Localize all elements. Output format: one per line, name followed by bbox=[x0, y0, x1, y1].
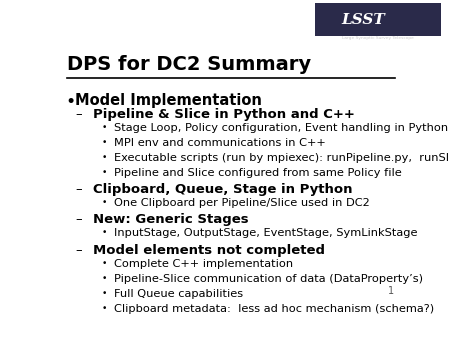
Text: Clipboard, Queue, Stage in Python: Clipboard, Queue, Stage in Python bbox=[93, 183, 352, 196]
Text: •: • bbox=[102, 138, 107, 147]
Text: Clipboard metadata:  less ad hoc mechanism (schema?): Clipboard metadata: less ad hoc mechanis… bbox=[114, 304, 434, 314]
Text: New: Generic Stages: New: Generic Stages bbox=[93, 213, 248, 226]
Text: Pipeline-Slice communication of data (DataProperty’s): Pipeline-Slice communication of data (Da… bbox=[114, 274, 423, 284]
Text: •: • bbox=[102, 304, 107, 313]
Text: Large Synoptic Survey Telescope: Large Synoptic Survey Telescope bbox=[342, 35, 414, 40]
Text: LSST: LSST bbox=[341, 13, 385, 27]
Text: •: • bbox=[102, 228, 107, 238]
Text: Full Queue capabilities: Full Queue capabilities bbox=[114, 289, 243, 299]
Text: –: – bbox=[76, 244, 82, 257]
Text: •: • bbox=[102, 198, 107, 207]
Text: Complete C++ implementation: Complete C++ implementation bbox=[114, 259, 293, 269]
FancyBboxPatch shape bbox=[315, 3, 441, 37]
Text: Pipeline and Slice configured from same Policy file: Pipeline and Slice configured from same … bbox=[114, 168, 401, 178]
Text: Model Implementation: Model Implementation bbox=[76, 93, 262, 107]
Text: –: – bbox=[76, 108, 82, 121]
Text: –: – bbox=[76, 213, 82, 226]
Text: •: • bbox=[102, 274, 107, 283]
Text: •: • bbox=[102, 289, 107, 298]
Text: Pipeline & Slice in Python and C++: Pipeline & Slice in Python and C++ bbox=[93, 108, 355, 121]
Text: •: • bbox=[102, 123, 107, 132]
Text: •: • bbox=[102, 168, 107, 177]
Text: •: • bbox=[102, 259, 107, 268]
Text: DPS for DC2 Summary: DPS for DC2 Summary bbox=[67, 55, 311, 74]
Text: –: – bbox=[76, 183, 82, 196]
Text: InputStage, OutputStage, EventStage, SymLinkStage: InputStage, OutputStage, EventStage, Sym… bbox=[114, 228, 417, 239]
Text: One Clipboard per Pipeline/Slice used in DC2: One Clipboard per Pipeline/Slice used in… bbox=[114, 198, 369, 208]
Text: 1: 1 bbox=[388, 286, 395, 296]
Text: Model elements not completed: Model elements not completed bbox=[93, 244, 325, 257]
Text: •: • bbox=[102, 153, 107, 162]
Text: •: • bbox=[65, 93, 75, 111]
Text: Executable scripts (run by mpiexec): runPipeline.py,  runSlice.py: Executable scripts (run by mpiexec): run… bbox=[114, 153, 450, 163]
Text: MPI env and communications in C++: MPI env and communications in C++ bbox=[114, 138, 325, 148]
Text: Stage Loop, Policy configuration, Event handling in Python: Stage Loop, Policy configuration, Event … bbox=[114, 123, 448, 133]
